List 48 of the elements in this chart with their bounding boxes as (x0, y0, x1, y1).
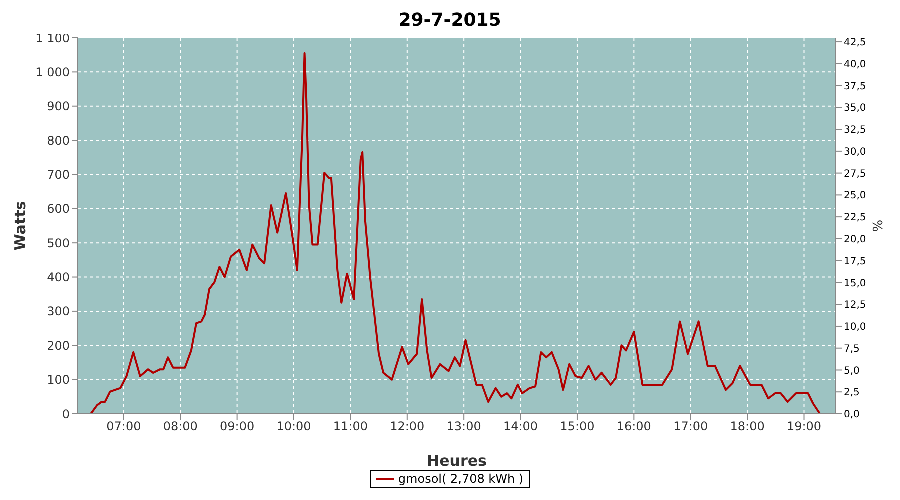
y-tick-label: 100 (47, 373, 70, 388)
legend-label: gmosol( 2,708 kWh ) (398, 472, 524, 486)
y2-tick-label: 25,0 (844, 190, 866, 202)
x-tick-label: 14:00 (503, 420, 538, 434)
x-tick-label: 11:00 (333, 420, 368, 434)
y2-tick-label: 17,5 (844, 256, 866, 268)
y2-tick-label: 5,0 (844, 366, 860, 377)
y2-tick-label: 10,0 (844, 322, 866, 334)
line-series (90, 52, 822, 414)
x-tick-label: 07:00 (106, 420, 142, 434)
y-tick-label: 800 (47, 134, 70, 148)
x-tick-label: 13:00 (446, 420, 482, 434)
y-axis-title: Watts (11, 201, 30, 251)
y2-tick-label: 12,5 (844, 300, 866, 312)
y-tick-label: 600 (47, 202, 70, 216)
x-tick-label: 08:00 (163, 420, 198, 434)
y2-tick-label: 32,5 (844, 125, 866, 136)
x-axis-title: Heures (427, 452, 488, 470)
y2-tick-label: 0,0 (844, 410, 860, 421)
x-tick-label: 12:00 (390, 420, 425, 434)
y2-tick-label: 22,5 (844, 212, 866, 224)
y-tick-label: 400 (47, 270, 70, 285)
y2-axis-title: % (872, 220, 887, 232)
x-tick-label: 18:00 (730, 420, 765, 434)
y-tick-label: 700 (47, 168, 70, 182)
y2-tick-label: 30,0 (844, 146, 866, 158)
y2-tick-label: 40,0 (844, 59, 866, 70)
chart-title: 29-7-2015 (398, 10, 502, 31)
x-tick-label: 16:00 (616, 420, 652, 434)
x-tick-label: 15:00 (560, 420, 595, 434)
y-tick-label: 0 (62, 407, 70, 422)
x-tick-label: 10:00 (276, 420, 312, 434)
y2-tick-label: 27,5 (844, 168, 866, 180)
x-tick-label: 17:00 (674, 420, 708, 434)
y2-tick-label: 2,5 (844, 388, 860, 399)
y2-tick-label: 42,5 (844, 38, 866, 49)
y-tick-label: 1 000 (36, 65, 70, 80)
y-tick-label: 900 (47, 100, 70, 114)
x-tick-label: 19:00 (786, 420, 822, 434)
y-tick-label: 200 (47, 338, 70, 353)
y2-tick-label: 35,0 (844, 103, 866, 114)
y-tick-label: 500 (47, 236, 70, 250)
y-tick-label: 300 (47, 304, 70, 319)
y2-tick-label: 37,5 (844, 81, 866, 92)
x-tick-label: 09:00 (220, 420, 255, 434)
y2-tick-label: 7,5 (844, 344, 860, 355)
y2-tick-label: 15,0 (844, 278, 866, 290)
y2-tick-label: 20,0 (844, 234, 866, 246)
